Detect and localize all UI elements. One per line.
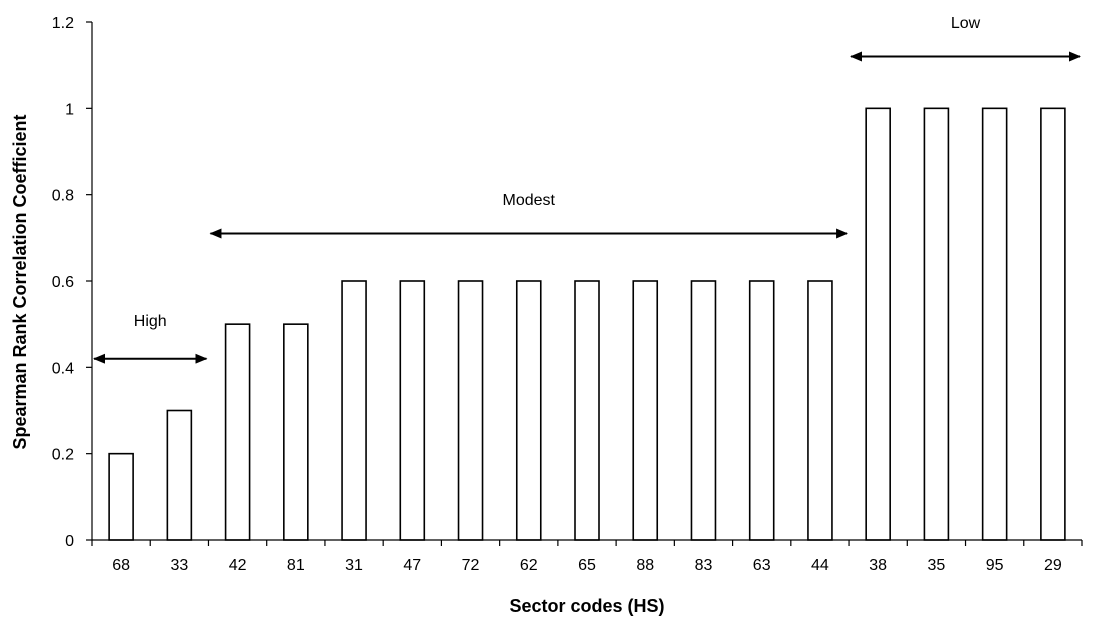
- bar-88: [632, 280, 659, 541]
- x-tick-label: 44: [811, 557, 829, 574]
- bar-65: [574, 280, 600, 541]
- annotations: High Modest Low: [93, 15, 1081, 364]
- y-tick-label: 0.8: [52, 188, 74, 205]
- y-tick-label: 0.6: [52, 274, 74, 291]
- x-tick-label: 88: [636, 557, 654, 574]
- x-tick-label: 83: [695, 557, 713, 574]
- x-tick-label: 42: [229, 557, 247, 574]
- ticks: 68 33 42 81 31 47 72 62 65 88 83 63 44 38 35 95 29 0 0.2 0.…: [52, 15, 1083, 574]
- x-tick-label: 35: [928, 557, 946, 574]
- y-tick-label: 0.4: [52, 360, 74, 377]
- x-tick-label: 72: [462, 557, 480, 574]
- x-tick-label: 63: [753, 557, 771, 574]
- y-tick-label: 0: [65, 533, 74, 550]
- bar-68: [108, 452, 134, 541]
- x-tick-label: 38: [869, 557, 887, 574]
- x-tick-label: 33: [170, 557, 188, 574]
- range-label-low: Low: [951, 15, 981, 32]
- x-tick-label: 31: [345, 557, 363, 574]
- y-tick-label: 1.2: [52, 15, 74, 32]
- y-tick-label: 0.2: [52, 447, 74, 464]
- bar-95: [981, 107, 1008, 541]
- y-axis-title: Spearman Rank Correlation Coefficient: [10, 114, 30, 449]
- x-axis-title: Sector codes (HS): [509, 596, 664, 616]
- bar-81: [283, 323, 309, 541]
- bar-62: [515, 280, 542, 541]
- bar-44: [807, 280, 833, 541]
- x-tick-label: 65: [578, 557, 596, 574]
- bar-83: [690, 280, 717, 541]
- bar-47: [399, 280, 426, 541]
- bar-29: [1040, 107, 1066, 541]
- bar-42: [224, 323, 251, 541]
- bar-38: [865, 107, 891, 541]
- x-tick-label: 68: [112, 557, 130, 574]
- bar-72: [457, 280, 484, 541]
- x-tick-label: 47: [403, 557, 421, 574]
- x-tick-label: 62: [520, 557, 538, 574]
- range-label-modest: Modest: [503, 192, 556, 209]
- x-tick-label: 95: [986, 557, 1004, 574]
- bars: [108, 107, 1066, 541]
- x-tick-label: 81: [287, 557, 305, 574]
- bar-35: [923, 107, 950, 541]
- x-tick-label: 29: [1044, 557, 1062, 574]
- range-label-high: High: [134, 313, 167, 330]
- bar-33: [166, 409, 193, 541]
- bar-63: [748, 280, 775, 541]
- bar-31: [341, 280, 367, 541]
- y-tick-label: 1: [65, 101, 74, 118]
